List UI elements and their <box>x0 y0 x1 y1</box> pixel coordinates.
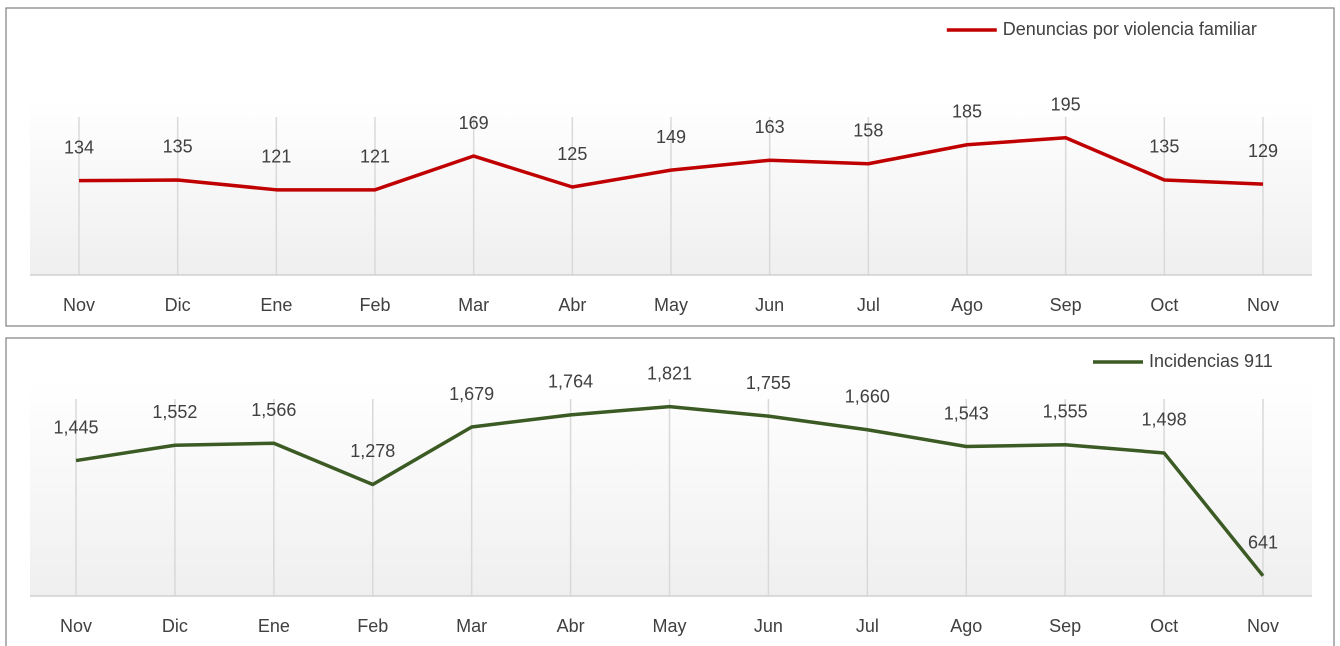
x-tick-label: Ene <box>258 616 290 636</box>
x-tick-label: Nov <box>1247 295 1279 315</box>
legend-label: Denuncias por violencia familiar <box>1003 19 1257 39</box>
data-label: 641 <box>1248 533 1278 553</box>
x-tick-label: Abr <box>558 295 586 315</box>
x-tick-label: Feb <box>357 616 388 636</box>
data-label: 121 <box>360 147 390 167</box>
data-label: 1,445 <box>53 417 98 437</box>
x-tick-label: Jun <box>754 616 783 636</box>
x-tick-label: Nov <box>60 616 92 636</box>
x-tick-label: May <box>654 295 688 315</box>
x-tick-label: Dic <box>165 295 191 315</box>
plot-area <box>30 381 1312 596</box>
data-label: 185 <box>952 102 982 122</box>
data-label: 158 <box>853 121 883 141</box>
data-label: 125 <box>557 144 587 164</box>
x-tick-label: Oct <box>1150 616 1178 636</box>
data-label: 135 <box>163 137 193 157</box>
data-label: 134 <box>64 137 94 157</box>
x-tick-label: Mar <box>458 295 489 315</box>
x-tick-label: Abr <box>557 616 585 636</box>
x-tick-label: Ene <box>260 295 292 315</box>
data-label: 1,679 <box>449 384 494 404</box>
data-label: 1,278 <box>350 441 395 461</box>
data-label: 195 <box>1051 94 1081 114</box>
data-label: 121 <box>261 147 291 167</box>
data-label: 1,552 <box>152 402 197 422</box>
x-tick-label: Nov <box>63 295 95 315</box>
data-line <box>78 135 1264 192</box>
data-label: 1,821 <box>647 363 692 383</box>
data-label: 149 <box>656 127 686 147</box>
data-label: 1,660 <box>845 386 890 406</box>
data-label: 1,498 <box>1142 410 1187 430</box>
data-label: 1,555 <box>1043 402 1088 422</box>
data-label: 163 <box>755 117 785 137</box>
data-label: 1,755 <box>746 373 791 393</box>
data-label: 1,764 <box>548 372 593 392</box>
x-tick-label: Ago <box>951 295 983 315</box>
data-label: 1,566 <box>251 400 296 420</box>
x-tick-label: Sep <box>1049 616 1081 636</box>
x-tick-label: Jul <box>857 295 880 315</box>
data-label: 1,543 <box>944 403 989 423</box>
x-tick-label: Jul <box>856 616 879 636</box>
x-tick-label: Ago <box>950 616 982 636</box>
x-tick-label: Jun <box>755 295 784 315</box>
data-label: 135 <box>1149 137 1179 157</box>
data-line <box>75 404 1265 577</box>
data-label: 169 <box>459 113 489 133</box>
x-tick-label: May <box>652 616 686 636</box>
x-tick-label: Mar <box>456 616 487 636</box>
x-tick-label: Dic <box>162 616 188 636</box>
x-tick-label: Sep <box>1050 295 1082 315</box>
legend-label: Incidencias 911 <box>1149 351 1273 371</box>
x-tick-label: Nov <box>1247 616 1279 636</box>
x-tick-label: Oct <box>1150 295 1178 315</box>
x-tick-label: Feb <box>359 295 390 315</box>
data-label: 129 <box>1248 141 1278 161</box>
